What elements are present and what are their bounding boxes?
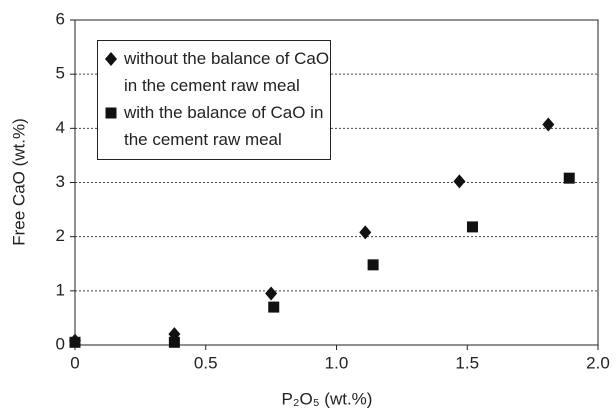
- square-marker: [466, 221, 478, 233]
- diamond-marker: [105, 52, 117, 66]
- square-marker: [367, 259, 379, 271]
- x-tick-label: 1.5: [455, 353, 479, 372]
- legend-item: without the balance of CaO in the cement…: [98, 45, 330, 99]
- diamond-marker: [359, 225, 372, 240]
- square-marker: [268, 301, 280, 313]
- y-tick-label: 3: [56, 172, 65, 191]
- x-tick-label: 0: [70, 353, 79, 372]
- y-axis-label: Free CaO (wt.%): [9, 118, 28, 246]
- y-tick-label: 5: [56, 64, 65, 83]
- square-marker: [69, 336, 81, 348]
- legend-icon: [105, 52, 117, 66]
- y-tick-label: 1: [56, 280, 65, 299]
- legend-icon: [105, 107, 117, 119]
- legend: without the balance of CaO in the cement…: [97, 40, 331, 160]
- legend-item: with the balance of CaO in the cement ra…: [98, 99, 330, 153]
- square-marker: [105, 107, 117, 119]
- x-axis-label: P₂O₅ (wt.%): [282, 389, 373, 408]
- square-marker: [563, 172, 575, 184]
- plot-frame: [74, 19, 599, 346]
- x-tick-label: 2.0: [586, 353, 610, 372]
- diamond-marker: [265, 286, 278, 301]
- diamond-marker: [542, 117, 555, 132]
- y-tick-label: 2: [56, 226, 65, 245]
- legend-label: with the balance of CaO in the cement ra…: [124, 103, 324, 149]
- y-tick-label: 0: [56, 334, 65, 353]
- y-tick-label: 6: [56, 9, 65, 28]
- y-tick-label: 4: [56, 118, 65, 137]
- legend-label: without the balance of CaO in the cement…: [124, 49, 330, 95]
- x-tick-label: 0.5: [194, 353, 218, 372]
- diamond-marker: [453, 174, 466, 189]
- square-marker: [168, 336, 180, 348]
- x-tick-label: 1.0: [325, 353, 349, 372]
